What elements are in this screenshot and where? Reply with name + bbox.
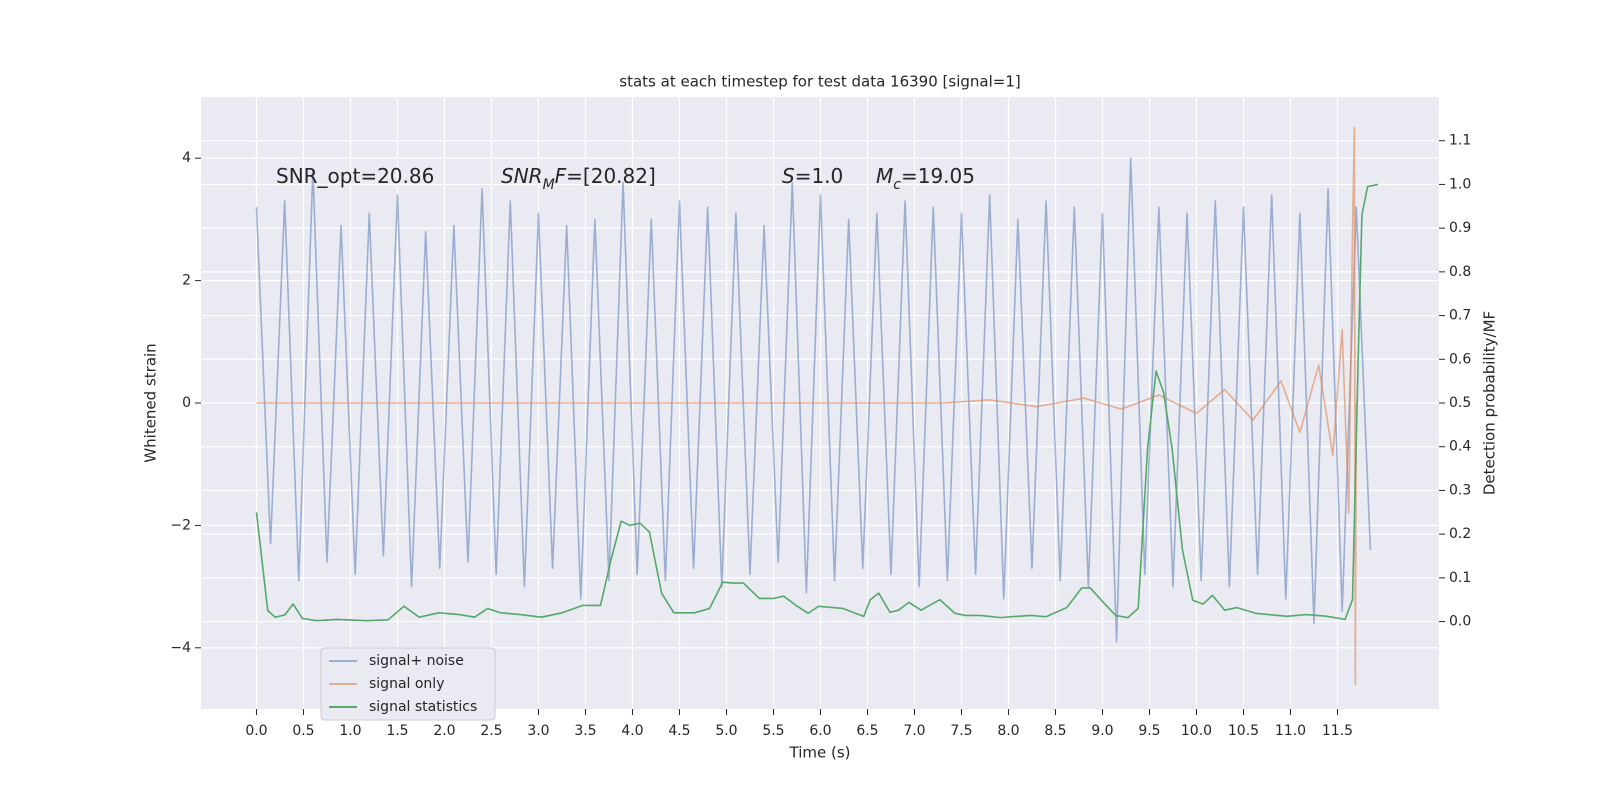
x-tick-label: 4.0 [621, 723, 643, 739]
y2-tick-label: 0.6 [1449, 351, 1471, 367]
y2-tick-label: 0.1 [1449, 570, 1471, 586]
y2-tick-label: 0.4 [1449, 439, 1471, 455]
x-tick-label: 0.0 [245, 723, 267, 739]
series-line [256, 126, 1358, 686]
annotation-part: SNR [501, 164, 543, 188]
x-tick-label: 11.0 [1275, 723, 1306, 739]
annotation: Mc=19.05 [876, 164, 975, 194]
x-tick-label: 6.5 [856, 723, 878, 739]
y2-tick-label: 0.0 [1449, 614, 1471, 630]
annotation-part: M [543, 177, 555, 193]
annotation-part: c [893, 177, 901, 193]
y-tick-label: −2 [170, 517, 191, 533]
annotation-part: =1.0 [795, 164, 844, 188]
x-tick-label: 1.0 [339, 723, 361, 739]
x-tick-label: 10.0 [1181, 723, 1212, 739]
y-tick-label: 0 [182, 395, 191, 411]
series-line [255, 157, 1372, 643]
x-tick-label: 0.5 [292, 723, 314, 739]
x-tick-label: 7.0 [903, 723, 925, 739]
x-axis-label: Time (s) [789, 744, 851, 762]
y2-tick-label: 0.8 [1449, 264, 1471, 280]
annotation-part: SNR_opt=20.86 [276, 164, 434, 188]
annotation: SNRMF=[20.82] [501, 164, 656, 194]
y2-axis-label: Detection probability/MF [1481, 311, 1499, 495]
x-tick-label: 9.0 [1091, 723, 1113, 739]
y-tick-label: 4 [182, 150, 191, 166]
x-tick-label: 5.5 [762, 723, 784, 739]
x-tick-label: 2.5 [480, 723, 502, 739]
x-tick-label: 1.5 [386, 723, 408, 739]
legend-label: signal+ noise [369, 653, 464, 669]
chart-title: stats at each timestep for test data 163… [619, 73, 1020, 91]
x-tick-label: 5.0 [715, 723, 737, 739]
annotation-part: =[20.82] [566, 164, 656, 188]
legend-box [320, 647, 496, 721]
y-axis-label: Whitened strain [142, 343, 160, 462]
x-tick-label: 8.5 [1044, 723, 1066, 739]
annotation-part: M [876, 164, 893, 188]
legend-label: signal only [369, 676, 444, 692]
y2-tick-label: 1.1 [1449, 133, 1471, 149]
x-tick-label: 6.0 [809, 723, 831, 739]
legend-label: signal statistics [369, 699, 477, 715]
y2-tick-label: 0.2 [1449, 526, 1471, 542]
annotation-part: S [782, 164, 795, 188]
y-tick-label: −4 [170, 640, 191, 656]
x-tick-label: 10.5 [1228, 723, 1259, 739]
y2-tick-label: 0.7 [1449, 308, 1471, 324]
y2-tick-label: 1.0 [1449, 176, 1471, 192]
y2-tick-label: 0.5 [1449, 395, 1471, 411]
x-tick-label: 4.5 [668, 723, 690, 739]
annotation: SNR_opt=20.86 [276, 164, 434, 188]
y2-tick-label: 0.9 [1449, 220, 1471, 236]
x-tick-label: 3.5 [574, 723, 596, 739]
x-tick-label: 11.5 [1322, 723, 1353, 739]
x-tick-label: 8.0 [997, 723, 1019, 739]
annotation-part: =19.05 [901, 164, 975, 188]
annotation: S=1.0 [782, 164, 843, 188]
series-line [255, 183, 1379, 622]
annotation-part: F [555, 164, 567, 188]
y2-tick-label: 0.3 [1449, 482, 1471, 498]
y-tick-label: 2 [182, 273, 191, 289]
x-tick-label: 2.0 [433, 723, 455, 739]
x-tick-label: 9.5 [1138, 723, 1160, 739]
x-tick-label: 7.5 [950, 723, 972, 739]
x-tick-label: 3.0 [527, 723, 549, 739]
